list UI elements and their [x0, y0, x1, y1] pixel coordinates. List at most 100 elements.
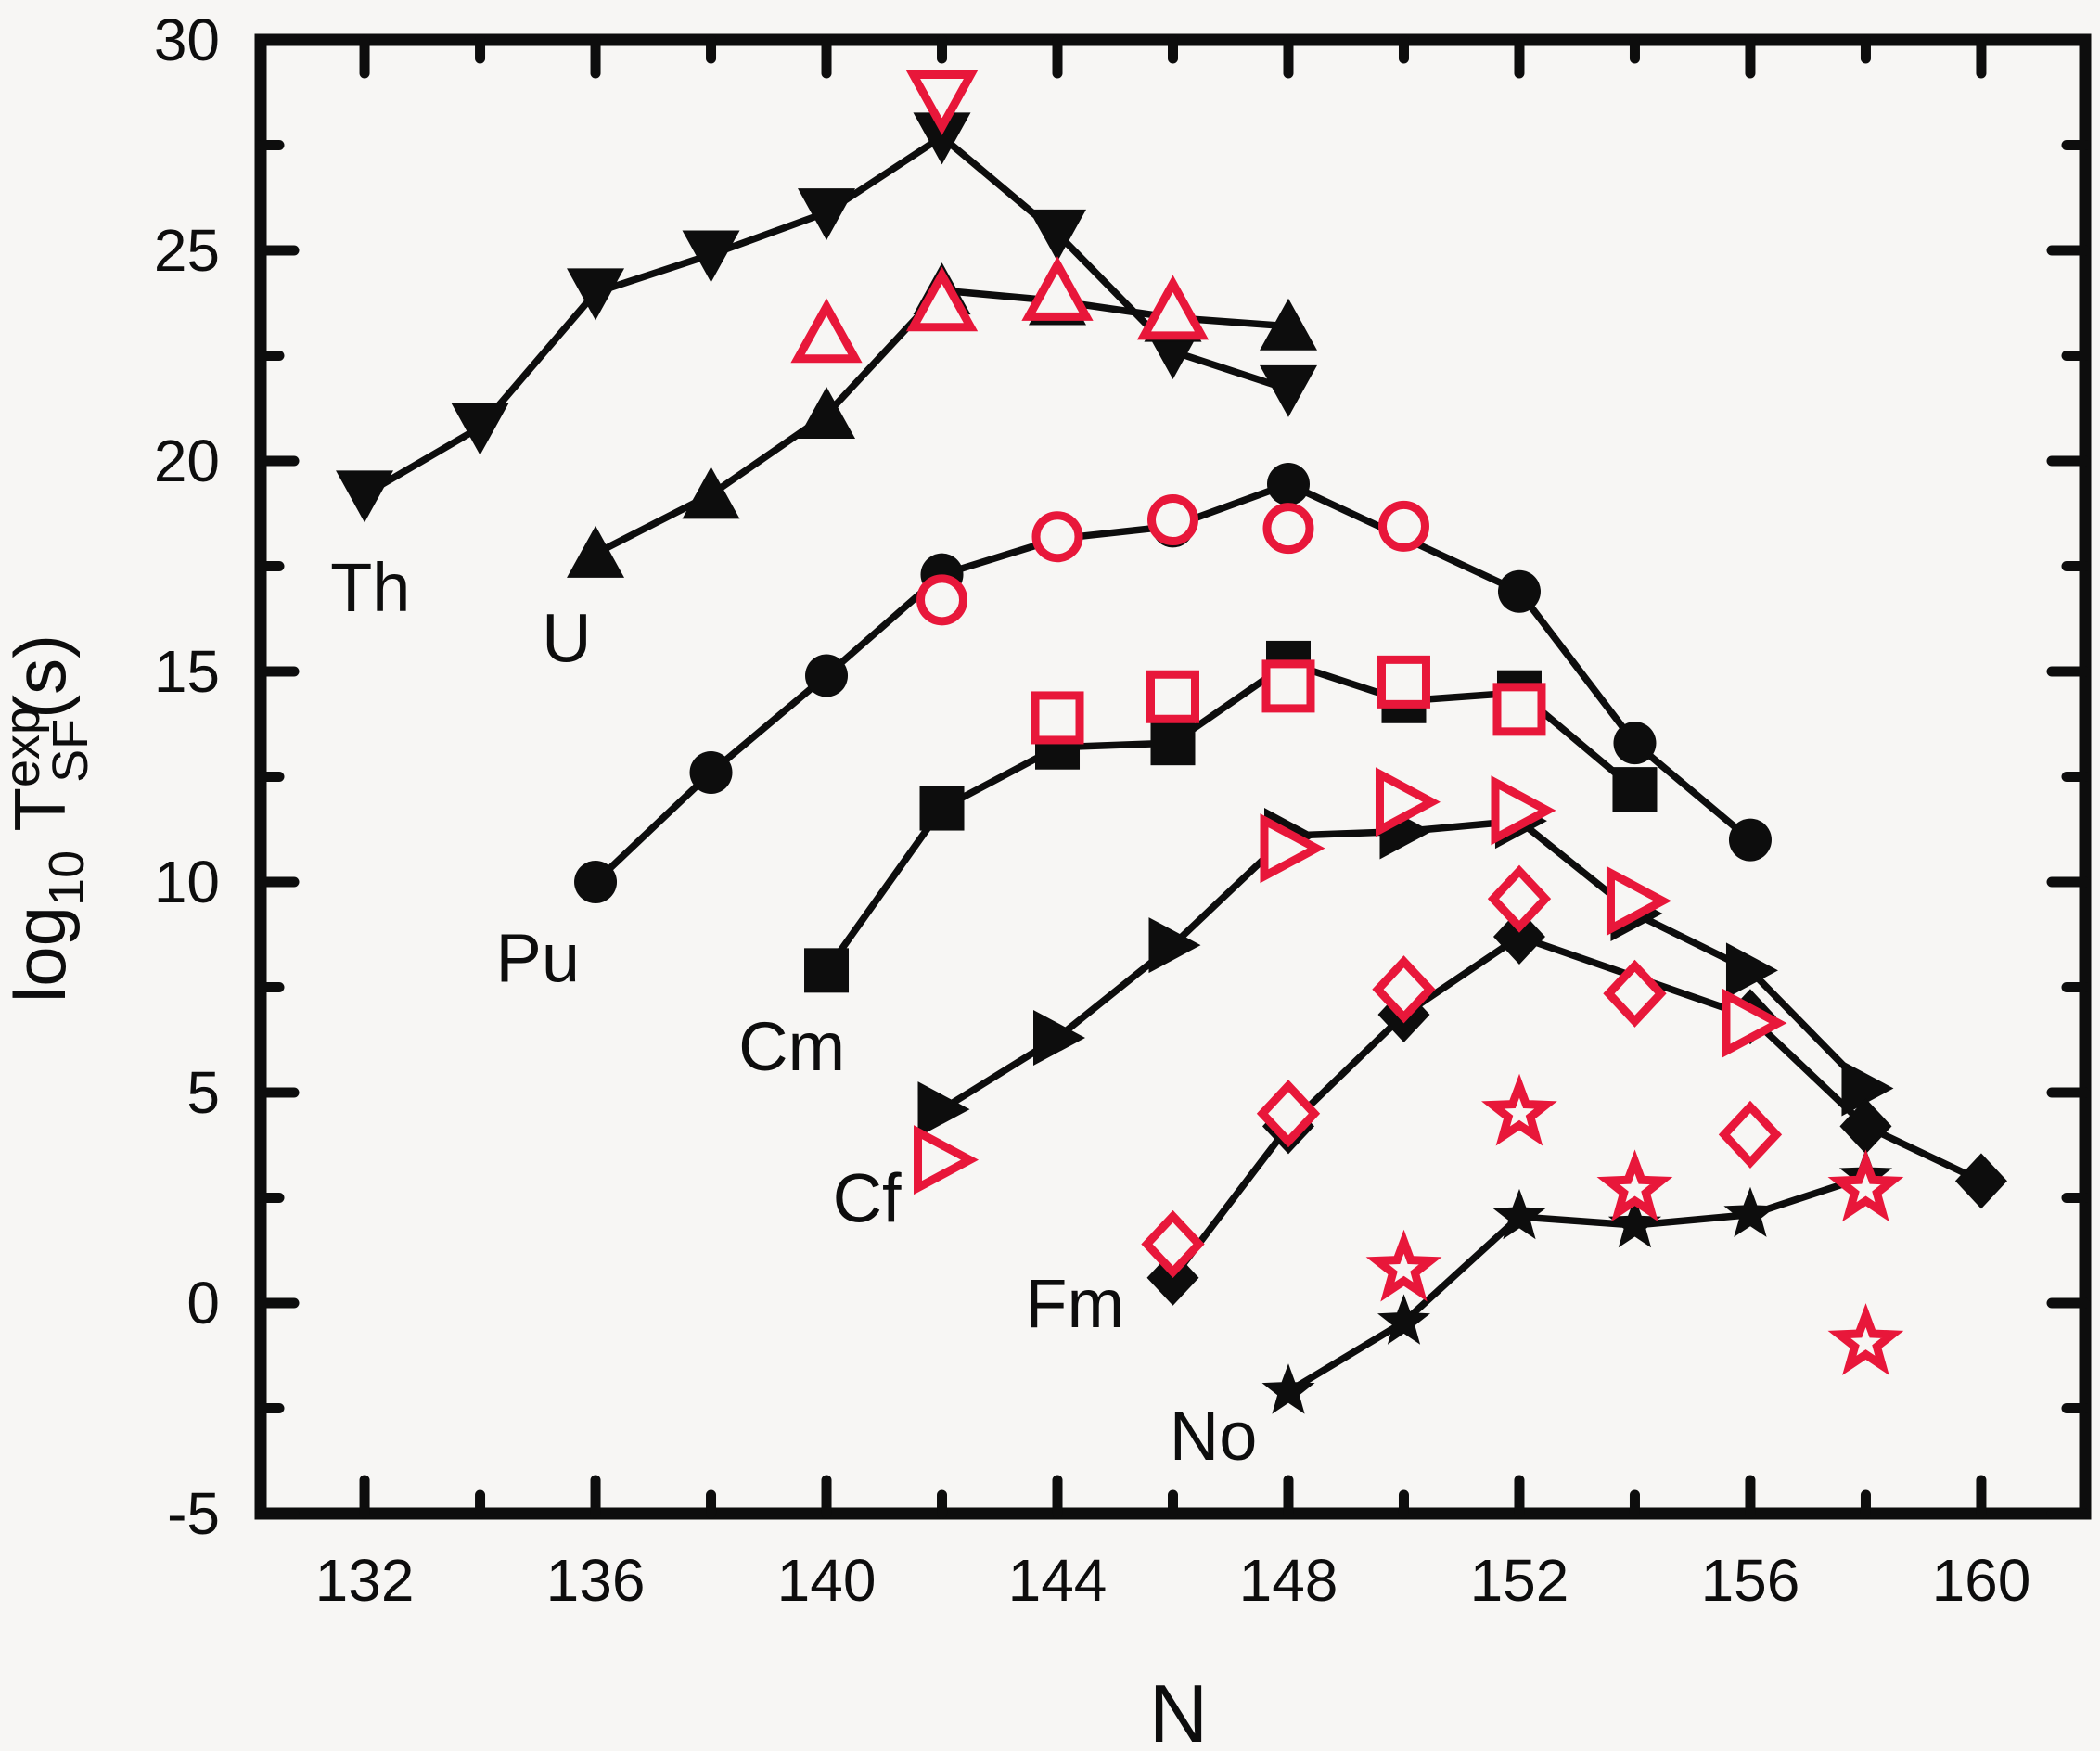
data-point-Pu-N140: [805, 654, 849, 697]
y-tick-label-15: 15: [154, 638, 220, 705]
data-point-No-calc-N150: [1365, 1229, 1442, 1302]
data-point-Cf-calc-N142: [914, 1125, 980, 1195]
data-point-Th-N136: [567, 268, 625, 321]
y-axis-title: log10 TexpSF(s): [0, 634, 98, 1003]
y-tick-label-25: 25: [154, 217, 220, 284]
data-point-Cm-calc-N148: [1261, 659, 1315, 713]
data-point-No-N148: [1261, 1363, 1315, 1414]
series-labels: Th U Pu Cm Cf Fm No: [330, 549, 1257, 1475]
data-point-No-N152: [1492, 1188, 1546, 1240]
data-point-Pu-N138: [689, 750, 733, 794]
series-markers-No-calc: [1365, 1073, 1904, 1375]
series-label-Pu: Pu: [496, 920, 581, 997]
series-label-No: No: [1170, 1398, 1258, 1475]
data-point-No-N156: [1723, 1186, 1777, 1237]
data-point-No-calc-N154: [1596, 1149, 1673, 1222]
data-point-U-calc-N146: [1136, 275, 1210, 340]
data-point-Pu-N154: [1613, 722, 1657, 765]
data-point-Th-N138: [682, 230, 740, 283]
y-axis-title-part: (s): [0, 634, 81, 719]
data-point-Fm-calc-N156: [1718, 1100, 1783, 1169]
data-point-Cf-calc-N154: [1606, 865, 1672, 936]
data-point-Th-N140: [798, 188, 856, 241]
x-tick-label-140: 140: [777, 1547, 877, 1614]
series-label-Cm: Cm: [738, 1008, 845, 1085]
x-tick-label-152: 152: [1470, 1547, 1569, 1614]
data-point-Fm-N158: [1839, 1098, 1892, 1155]
data-point-Pu-N136: [574, 861, 618, 903]
x-tick-label-144: 144: [1008, 1547, 1108, 1614]
data-point-Th-N142: [913, 112, 971, 165]
data-point-Fm-calc-N150: [1372, 955, 1436, 1024]
data-point-Fm-calc-N148: [1256, 1080, 1321, 1148]
data-point-Th-calc-N142: [905, 70, 979, 135]
data-point-U-calc-N142: [905, 266, 979, 332]
data-point-Cf-N158: [1841, 1060, 1894, 1117]
data-point-Cm-N146: [1150, 721, 1196, 766]
data-point-Th-N134: [451, 403, 509, 455]
data-point-Fm-calc-N146: [1141, 1209, 1205, 1279]
data-point-Pu-calc-N146: [1147, 494, 1198, 546]
y-axis-title-part: exp: [0, 707, 50, 787]
data-point-U-calc-N144: [1021, 256, 1094, 321]
y-axis-title-part: T: [0, 787, 81, 850]
data-point-Cm-N154: [1612, 767, 1658, 812]
series-markers-U-calc: [790, 256, 1210, 364]
series-markers-Pu-calc: [916, 494, 1429, 626]
data-point-Cf-calc-N156: [1722, 988, 1787, 1058]
data-point-Pu-N156: [1728, 818, 1772, 862]
series-markers-Th-calc: [905, 70, 979, 135]
calculated-markers: [790, 70, 1904, 1375]
data-point-Cf-calc-N150: [1375, 767, 1441, 837]
data-point-No-calc-N158: [1827, 1303, 1904, 1375]
series-label-Th: Th: [330, 549, 410, 626]
data-point-U-N140: [798, 387, 856, 440]
x-tick-label-132: 132: [315, 1547, 415, 1614]
data-point-Cm-N140: [804, 948, 850, 993]
data-point-U-N148: [1259, 298, 1317, 351]
series-label-U: U: [542, 600, 591, 677]
series-markers-Fm-calc: [1141, 864, 1783, 1279]
y-tick-label-10: 10: [154, 849, 220, 915]
series-markers-Cf-calc: [914, 767, 1787, 1195]
data-point-No-calc-N152: [1481, 1073, 1557, 1146]
data-point-Pu-calc-N142: [916, 574, 968, 626]
data-point-Fm-N152: [1492, 909, 1545, 965]
data-point-Cf-N142: [917, 1081, 970, 1138]
data-point-Th-N144: [1029, 209, 1087, 262]
x-tick-label-160: 160: [1932, 1547, 2031, 1614]
data-point-Cf-N144: [1033, 1009, 1086, 1066]
x-tick-label-156: 156: [1701, 1547, 1800, 1614]
x-tick-label-136: 136: [546, 1547, 646, 1614]
data-point-U-N136: [567, 525, 625, 578]
data-point-U-N138: [682, 467, 740, 519]
data-point-Fm-calc-N152: [1487, 864, 1552, 933]
data-point-Pu-calc-N150: [1377, 500, 1429, 552]
data-point-Cf-N146: [1148, 917, 1201, 974]
x-tick-label-148: 148: [1239, 1547, 1338, 1614]
data-point-Cm-N142: [919, 786, 965, 831]
tick-labels: 132 136 140 144 148 152 156 160 -5 0 5 10 15 20 25 30: [154, 6, 2031, 1614]
data-point-Th-N148: [1259, 364, 1317, 417]
data-point-Cm-calc-N150: [1377, 655, 1430, 709]
data-point-Cm-calc-N152: [1492, 683, 1546, 736]
y-tick-label-20: 20: [154, 428, 220, 494]
data-point-Pu-N152: [1497, 569, 1541, 613]
data-point-Cf-calc-N152: [1491, 775, 1556, 846]
data-point-Fm-calc-N154: [1603, 959, 1667, 1028]
data-point-Cf-N156: [1725, 942, 1778, 999]
data-point-U-calc-N140: [790, 298, 863, 364]
x-axis-title: N: [1149, 1668, 1209, 1751]
data-point-Cm-calc-N144: [1031, 691, 1084, 745]
data-point-Cm-calc-N146: [1146, 670, 1199, 723]
data-point-No-calc-N158: [1827, 1149, 1904, 1222]
y-tick-label-5: 5: [186, 1059, 220, 1126]
y-axis-title-part: 10: [39, 850, 95, 906]
y-tick-label-0: 0: [186, 1270, 220, 1336]
series-label-Cf: Cf: [833, 1160, 902, 1237]
data-point-Pu-calc-N144: [1031, 511, 1083, 563]
series-line-Pu-exp: [593, 479, 1753, 885]
series-label-Fm: Fm: [1025, 1265, 1124, 1342]
data-point-No-N150: [1377, 1294, 1430, 1345]
